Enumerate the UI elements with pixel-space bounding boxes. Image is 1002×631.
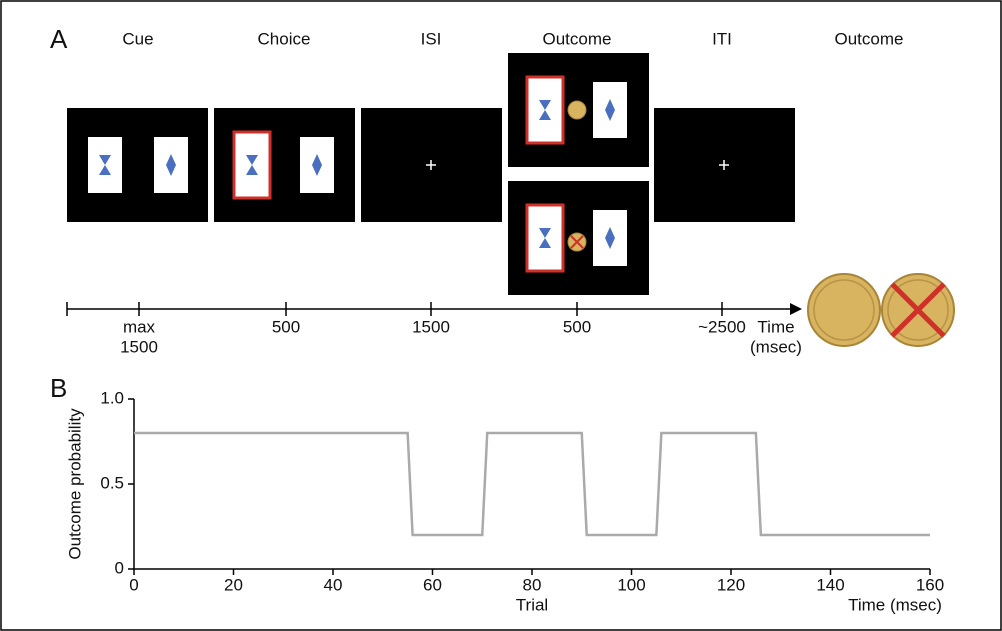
timeline-label: 1500 xyxy=(412,317,450,336)
coin-inner xyxy=(887,279,949,341)
phase-label: Cue xyxy=(122,29,153,48)
panel-label: B xyxy=(50,373,67,403)
hourglass xyxy=(246,155,258,175)
y-tick-label: 0 xyxy=(115,558,124,577)
x-tick-label: 120 xyxy=(717,575,745,594)
timeline-label: 500 xyxy=(563,317,591,336)
hourglass xyxy=(539,228,551,248)
annotation: Time (msec) xyxy=(848,595,942,614)
x-tick-label: 40 xyxy=(324,575,343,594)
phase-label: Choice xyxy=(258,29,311,48)
x-tick-label: 0 xyxy=(129,575,138,594)
timeline-arrow xyxy=(790,303,802,315)
y-axis-label: Outcome probability xyxy=(65,408,84,560)
diamond xyxy=(166,154,176,176)
fixation xyxy=(426,160,436,170)
x-tick-label: 80 xyxy=(523,575,542,594)
hourglass xyxy=(539,100,551,120)
phase-label: ISI xyxy=(421,29,442,48)
timeline-axis-label: Time xyxy=(757,317,794,336)
no-reward xyxy=(570,235,584,249)
x-tick-label: 160 xyxy=(916,575,944,594)
diamond xyxy=(605,99,615,121)
coin xyxy=(807,273,881,347)
x-tick-label: 100 xyxy=(617,575,645,594)
x-tick-label: 60 xyxy=(423,575,442,594)
x-axis-label: Trial xyxy=(516,595,548,614)
x-tick-label: 20 xyxy=(224,575,243,594)
phase-label: Outcome xyxy=(543,29,612,48)
timeline-label: 500 xyxy=(272,317,300,336)
chosen-frame xyxy=(232,130,272,200)
coin-inner xyxy=(813,279,875,341)
diamond xyxy=(605,227,615,249)
phase-label: ITI xyxy=(712,29,732,48)
probability-line xyxy=(134,431,930,537)
timeline-label: max xyxy=(123,317,156,336)
phase-label: Outcome xyxy=(835,29,904,48)
fixation xyxy=(719,160,729,170)
coin xyxy=(567,100,587,120)
chosen-frame xyxy=(525,203,565,273)
chosen-frame xyxy=(525,75,565,145)
timeline-label: 1500 xyxy=(120,337,158,356)
panel-label: A xyxy=(50,24,68,54)
hourglass xyxy=(99,155,111,175)
timeline-label: ~2500 xyxy=(698,317,746,336)
y-tick-label: 1.0 xyxy=(100,388,124,407)
y-tick-label: 0.5 xyxy=(100,473,124,492)
card xyxy=(88,137,122,193)
x-tick-label: 140 xyxy=(816,575,844,594)
diamond xyxy=(312,154,322,176)
timeline-axis-label: (msec) xyxy=(750,337,802,356)
no-reward xyxy=(890,282,946,338)
